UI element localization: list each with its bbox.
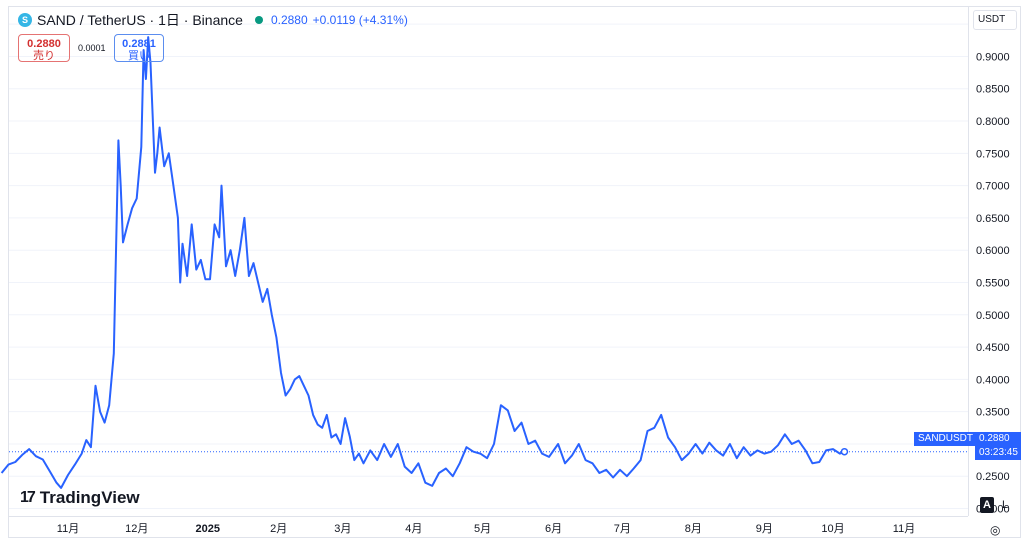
x-axis: 11月 12月 2025 2月 3月 4月 5月 6月 7月 8月 9月 10月 11月 bbox=[57, 523, 915, 535]
y-tick-label: 0.2500 bbox=[976, 471, 1010, 483]
chart-border bbox=[8, 6, 1021, 538]
x-tick-label: 11月 bbox=[57, 523, 79, 535]
series-line-price bbox=[0, 36, 845, 489]
chart-frame bbox=[8, 6, 1023, 540]
sell-button[interactable]: 0.2880 売り bbox=[18, 34, 70, 62]
bar-countdown: 03:23:45 bbox=[979, 447, 1018, 458]
buy-button[interactable]: 0.2881 買い bbox=[114, 34, 164, 62]
header-change: +0.0119 (+4.31%) bbox=[312, 13, 408, 27]
market-open-icon bbox=[254, 16, 263, 24]
settings-icon[interactable]: ◎ bbox=[990, 523, 1001, 537]
y-tick-label: 0.8000 bbox=[976, 116, 1010, 128]
tradingview-logo[interactable]: 17 TradingView bbox=[20, 488, 140, 508]
last-price-label: 0.2880 03:23:45 bbox=[975, 432, 1021, 460]
y-tick-label: 0.4000 bbox=[976, 374, 1010, 386]
grid bbox=[9, 23, 968, 510]
y-tick-label: 0.6500 bbox=[976, 213, 1010, 225]
y-tick-label: 0.6000 bbox=[976, 245, 1010, 257]
sell-price: 0.2880 bbox=[27, 38, 61, 50]
time-axis-separator bbox=[8, 516, 968, 517]
last-price-dot bbox=[840, 447, 849, 456]
sand-coin-icon: S bbox=[18, 13, 32, 27]
x-tick-label: 12月 bbox=[125, 523, 148, 535]
x-tick-label: 8月 bbox=[685, 523, 702, 535]
sell-label: 売り bbox=[33, 50, 55, 62]
log-scale-button[interactable]: L bbox=[1002, 499, 1009, 511]
x-tick-label: 2025 bbox=[195, 523, 219, 535]
x-tick-label: 9月 bbox=[756, 523, 773, 535]
x-tick-label: 6月 bbox=[545, 523, 562, 535]
buy-price: 0.2881 bbox=[122, 38, 156, 50]
y-tick-label: 0.7500 bbox=[976, 148, 1010, 160]
buy-label: 買い bbox=[128, 50, 150, 62]
symbol-price-label: SANDUSDT bbox=[914, 432, 978, 446]
y-tick-label: 0.8500 bbox=[976, 84, 1010, 96]
last-price-value: 0.2880 bbox=[979, 433, 1010, 444]
symbol-title[interactable]: SAND / TetherUS · 1日 · Binance bbox=[37, 12, 243, 28]
chart-header: S SAND / TetherUS · 1日 · Binance 0.2880 … bbox=[18, 10, 413, 30]
y-tick-label: 0.5000 bbox=[976, 310, 1010, 322]
tradingview-mark-icon: 17 bbox=[20, 489, 36, 506]
x-tick-label: 5月 bbox=[474, 523, 491, 535]
currency-selector[interactable]: USDT bbox=[973, 10, 1017, 30]
price-axis-separator bbox=[968, 6, 969, 516]
header-price: 0.2880 bbox=[270, 13, 308, 27]
x-tick-label: 11月 bbox=[893, 523, 915, 535]
x-tick-label: 4月 bbox=[405, 523, 422, 535]
y-tick-label: 0.9000 bbox=[976, 51, 1010, 63]
y-tick-label: 0.3500 bbox=[976, 407, 1010, 419]
x-tick-label: 3月 bbox=[334, 523, 351, 535]
auto-scale-button[interactable]: A bbox=[980, 497, 994, 513]
y-tick-label: 0.4500 bbox=[976, 342, 1010, 354]
x-tick-label: 2月 bbox=[270, 523, 287, 535]
x-tick-label: 7月 bbox=[614, 523, 631, 535]
x-tick-label: 10月 bbox=[821, 523, 844, 535]
y-tick-label: 0.5500 bbox=[976, 277, 1010, 289]
y-tick-label: 0.7000 bbox=[976, 181, 1010, 193]
tradingview-wordmark: TradingView bbox=[39, 488, 140, 507]
spread-value: 0.0001 bbox=[78, 43, 106, 53]
